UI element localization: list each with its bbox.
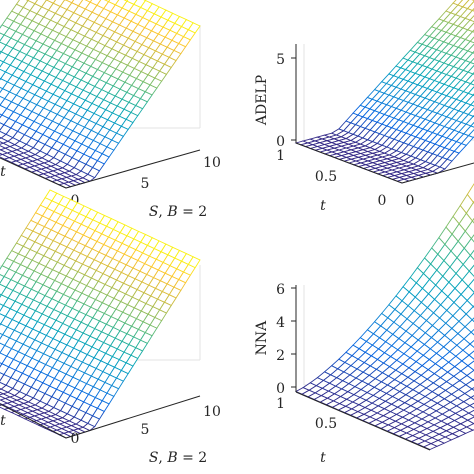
t-tick-label: 0.5 — [315, 169, 337, 185]
surface-mesh-cell — [470, 100, 474, 107]
panel-top-left: 0 5 10 0 t S, B = 2 — [0, 0, 221, 220]
surface-mesh-cell — [469, 57, 474, 65]
x-tick-label: 10 — [203, 404, 221, 420]
x-axis-label: S, B = 2 — [149, 204, 207, 220]
t-tick-label: 1 — [276, 148, 285, 164]
surface-plot-top-right — [294, 0, 474, 184]
surface-mesh-cell — [467, 278, 474, 293]
surface-mesh-cell — [468, 350, 474, 360]
surface-mesh-cell — [467, 22, 474, 33]
surface-mesh-cell — [467, 360, 474, 371]
surface-mesh-cell — [467, 43, 474, 54]
t-tick-label: 1 — [276, 396, 285, 412]
surface-mesh-cell — [452, 0, 464, 6]
x-axis-label: S, B = 2 — [149, 450, 207, 466]
t-axis-label: t — [320, 450, 326, 466]
t-tick-label: 0.5 — [315, 416, 337, 432]
z-tick-label: 5 — [276, 52, 285, 68]
x-tick-label: 5 — [141, 422, 150, 438]
x-tick-label: 0 — [71, 431, 80, 447]
surface-mesh-cell — [467, 129, 474, 138]
surface-mesh-cell — [187, 22, 201, 34]
axis-lines-top-left — [0, 149, 201, 189]
x-tick-label: 10 — [203, 155, 221, 171]
axis-lines-bottom-left — [0, 395, 201, 439]
surface-mesh-cell — [469, 249, 474, 261]
axis-lines-top-right — [291, 44, 474, 184]
surface-plot-top-left — [0, 0, 201, 189]
surface-mesh-cell — [470, 328, 474, 336]
t-axis-label-partial: t — [0, 413, 6, 429]
t-axis-label-partial: t — [0, 164, 6, 180]
z-tick-label: 4 — [276, 315, 285, 331]
panel-top-right: 5 0 1 0.5 0 0 ADELP t — [254, 0, 474, 214]
surface-plot-bottom-left — [0, 189, 201, 439]
x-tick-label: 5 — [141, 176, 150, 192]
surface-mesh-cell — [466, 0, 474, 11]
x-tick-label: 0 — [71, 193, 80, 209]
surface-mesh-cell — [469, 339, 474, 348]
surface-mesh-cell — [45, 0, 57, 4]
x-tick-label: 0 — [406, 193, 415, 209]
surface-plot-bottom-right — [294, 183, 474, 450]
surface-mesh-cell — [467, 64, 474, 75]
surface-mesh-cell — [470, 121, 474, 128]
t-tick-label: 0 — [378, 193, 387, 209]
z-tick-label: 0 — [276, 381, 285, 397]
surface-mesh-cell — [466, 416, 474, 425]
surface-mesh-cell — [469, 402, 474, 409]
z-tick-label: 0 — [276, 134, 285, 150]
axis-lines-bottom-right — [291, 285, 431, 451]
z-tick-label: 6 — [276, 282, 285, 298]
z-tick-label: 2 — [276, 348, 285, 364]
surface-mesh-cell — [466, 369, 474, 381]
z-axis-label: NNA — [254, 320, 270, 356]
surface-mesh-cell — [467, 107, 474, 117]
t-axis-label: t — [320, 198, 326, 214]
surface-mesh-cell — [467, 409, 474, 417]
surface-mesh-cell — [468, 264, 474, 277]
surface-mesh-cell — [466, 292, 474, 308]
surface-mesh-cell — [470, 234, 474, 243]
surface-mesh-cell — [469, 15, 474, 23]
z-axis-label: ADELP — [254, 75, 270, 126]
surface-mesh-cell — [466, 183, 474, 204]
surface-mesh-cell — [467, 86, 474, 96]
surface-mesh-cell — [187, 256, 201, 269]
surface-mesh-cell — [470, 395, 474, 401]
panel-bottom-left: 0 5 10 t S, B = 2 — [0, 189, 221, 466]
surface-mesh-cell — [469, 79, 474, 86]
panel-bottom-right: 6 4 2 0 1 0.5 NNA t — [254, 183, 474, 466]
surface-mesh-cell — [469, 36, 474, 44]
